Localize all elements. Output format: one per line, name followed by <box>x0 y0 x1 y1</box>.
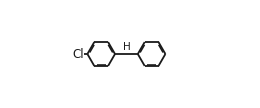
Text: Cl: Cl <box>72 48 84 60</box>
Text: H: H <box>122 42 130 52</box>
